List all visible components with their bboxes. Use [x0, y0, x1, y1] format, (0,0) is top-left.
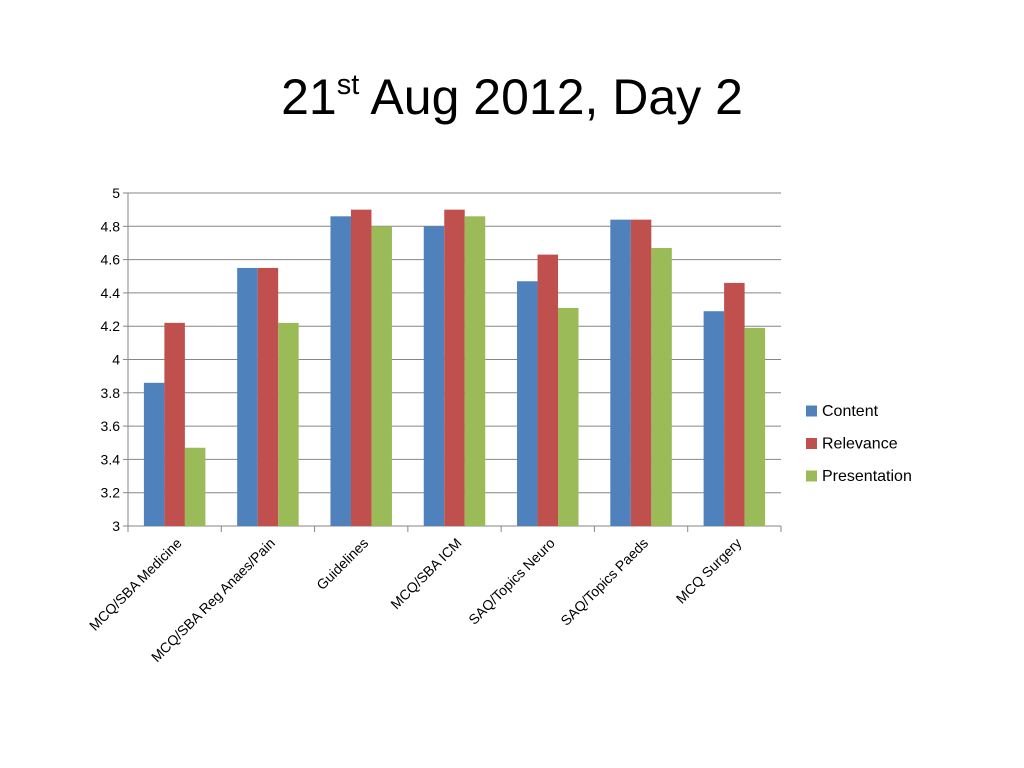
- bar-presentation-3: [464, 216, 486, 526]
- y-tick-label: 3.2: [101, 485, 121, 501]
- x-category-label: Guidelines: [313, 535, 371, 593]
- legend-label-relevance: Relevance: [822, 436, 898, 453]
- bar-content-3: [423, 226, 445, 527]
- legend-swatch-relevance: [806, 438, 817, 449]
- y-tick-label: 4.4: [101, 285, 121, 301]
- bar-presentation-1: [278, 322, 299, 526]
- y-tick-label: 3.4: [101, 451, 121, 467]
- bar-presentation-2: [371, 226, 392, 527]
- y-tick-label: 3: [112, 518, 120, 534]
- bar-relevance-2: [350, 209, 372, 526]
- bar-presentation-4: [558, 307, 579, 526]
- legend-label-content: Content: [822, 403, 879, 420]
- title-number: 21: [281, 69, 337, 125]
- bar-content-5: [610, 219, 631, 526]
- bar-content-0: [143, 382, 165, 526]
- bar-content-2: [330, 216, 351, 526]
- bar-presentation-5: [651, 247, 672, 526]
- y-tick-label: 5: [112, 185, 120, 201]
- legend-swatch-presentation: [806, 470, 817, 482]
- x-category-label: SAQ/Topics Neuro: [465, 535, 558, 628]
- bar-relevance-6: [724, 282, 745, 526]
- slide-title: 21st Aug 2012, Day 2: [0, 69, 1024, 125]
- y-tick-label: 4: [112, 352, 120, 368]
- y-tick-label: 3.6: [101, 418, 121, 434]
- bar-content-4: [517, 281, 538, 526]
- title-date-text: Aug 2012, Day 2: [359, 69, 743, 125]
- bar-content-6: [703, 311, 725, 526]
- x-category-label: MCQ/SBA ICM: [387, 535, 464, 612]
- bar-relevance-3: [444, 209, 465, 526]
- x-category-label: MCQ Surgery: [673, 535, 745, 607]
- bar-presentation-6: [744, 327, 766, 526]
- bar-content-1: [237, 267, 258, 526]
- bar-relevance-5: [630, 219, 652, 526]
- y-tick-label: 4.8: [101, 218, 121, 234]
- legend-swatch-content: [806, 405, 817, 417]
- bar-relevance-0: [164, 322, 185, 526]
- y-tick-label: 3.8: [101, 385, 121, 401]
- bar-relevance-4: [537, 254, 559, 527]
- y-tick-label: 4.2: [101, 318, 121, 334]
- y-tick-label: 4.6: [101, 252, 121, 268]
- x-category-label: SAQ/Topics Paeds: [557, 535, 651, 629]
- title-ordinal-suffix: st: [336, 69, 360, 101]
- legend-label-presentation: Presentation: [822, 468, 912, 485]
- x-category-label: MCQ/SBA Medicine: [86, 535, 185, 634]
- bar-relevance-1: [257, 267, 279, 526]
- bar-presentation-0: [184, 447, 206, 526]
